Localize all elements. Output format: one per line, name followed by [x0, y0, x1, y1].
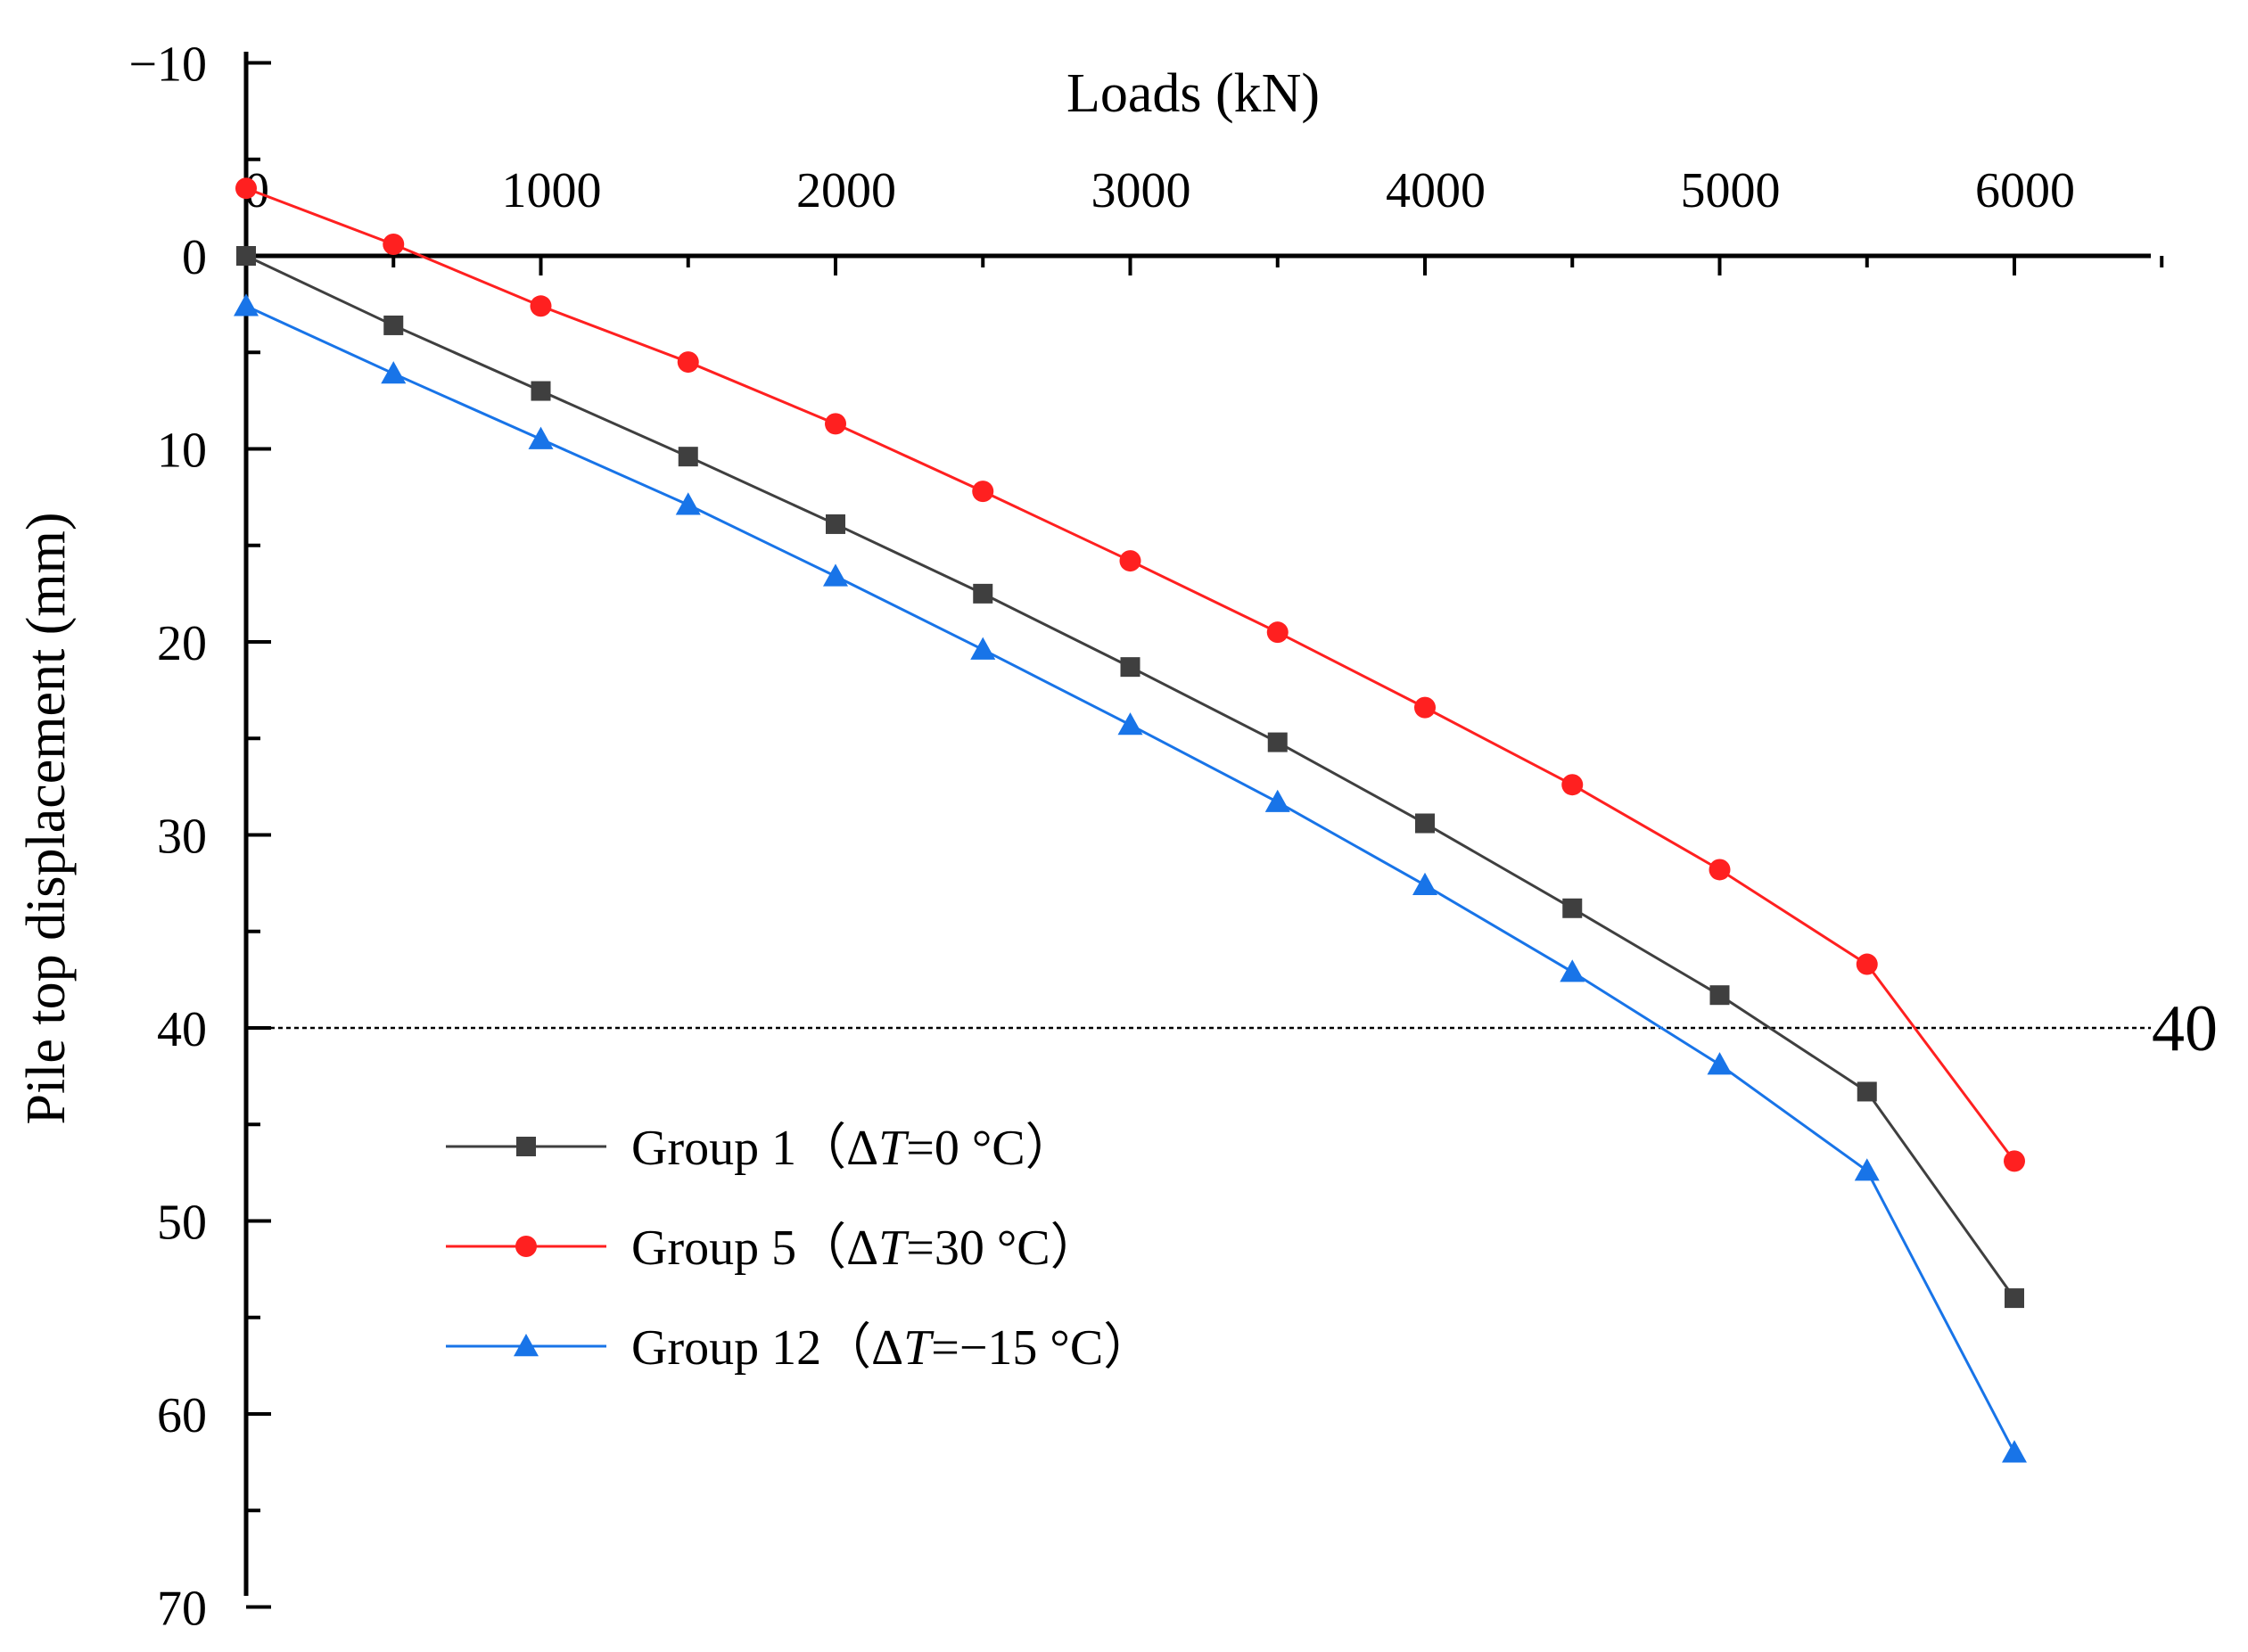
legend-label-prefix: Group 5（Δ: [631, 1221, 878, 1276]
marker-triangle: [234, 293, 259, 316]
marker-triangle: [1560, 959, 1585, 982]
legend-item: Group 5（ΔT=30 °C）: [446, 1221, 1100, 1276]
marker-circle: [1856, 953, 1878, 975]
marker-circle: [2004, 1150, 2025, 1172]
marker-circle: [383, 234, 405, 256]
x-ticks: 0 1000 2000 3000 4000 5000 6000: [244, 163, 2164, 275]
marker-circle: [530, 295, 552, 317]
y-ticks: −10 0 10 20 30 40 50 60 70: [128, 37, 271, 1637]
marker-triangle: [1264, 789, 1290, 812]
marker-square: [383, 315, 404, 335]
marker-triangle: [675, 492, 701, 515]
marker-triangle: [970, 637, 996, 660]
marker-circle: [1709, 859, 1731, 881]
marker-triangle: [1117, 712, 1143, 736]
marker-triangle: [1412, 872, 1437, 895]
marker-circle: [1266, 621, 1289, 644]
y-tick-label: 60: [157, 1388, 207, 1443]
x-axis-title: Loads (kN): [1066, 63, 1320, 124]
marker-circle: [235, 177, 257, 200]
series-group-12: [234, 293, 2027, 1463]
x-tick-label: 6000: [1975, 163, 2075, 218]
x-tick-label: 3000: [1091, 163, 1191, 218]
marker-square: [236, 246, 256, 266]
marker-triangle: [2002, 1440, 2027, 1463]
marker-circle: [1119, 550, 1141, 572]
legend-label-variable: T: [903, 1320, 935, 1376]
marker-triangle: [1707, 1052, 1733, 1075]
y-tick-label: −10: [128, 37, 207, 93]
marker-square: [1120, 657, 1140, 678]
marker-square: [826, 514, 845, 534]
reference-line-label: 40: [2152, 992, 2218, 1065]
legend-label-variable: T: [878, 1121, 910, 1176]
marker-triangle: [823, 563, 848, 587]
series-layer: [234, 177, 2027, 1463]
series-group-5: [235, 177, 2025, 1172]
legend-label-variable: T: [878, 1221, 910, 1276]
series-group-1: [236, 246, 2024, 1309]
reference-line: 40: [246, 992, 2218, 1065]
legend: Group 1（ΔT=0 °C）Group 5（ΔT=30 °C）Group 1…: [446, 1121, 1153, 1376]
marker-circle: [515, 1236, 537, 1257]
marker-square: [1857, 1081, 1877, 1102]
x-tick-label: 2000: [796, 163, 896, 218]
marker-square: [2005, 1288, 2024, 1309]
marker-square: [516, 1137, 536, 1156]
legend-label: Group 12（ΔT=−15 °C）: [631, 1320, 1153, 1376]
marker-square: [678, 447, 698, 467]
marker-square: [973, 583, 993, 604]
y-tick-label: 10: [157, 423, 207, 479]
marker-circle: [972, 481, 994, 503]
y-tick-label: 30: [157, 810, 207, 865]
legend-item: Group 12（ΔT=−15 °C）: [446, 1320, 1153, 1376]
x-tick-label: 5000: [1681, 163, 1781, 218]
marker-square: [531, 381, 551, 401]
marker-circle: [1414, 696, 1436, 719]
legend-label-prefix: Group 12（Δ: [631, 1320, 903, 1376]
marker-triangle: [514, 1334, 539, 1357]
y-tick-label: 20: [157, 616, 207, 671]
y-tick-label: 40: [157, 1002, 207, 1057]
y-axis-title: Pile top displacement (mm): [16, 512, 77, 1124]
legend-label-prefix: Group 1（Δ: [631, 1121, 878, 1176]
legend-label-suffix: =0 °C）: [906, 1121, 1075, 1176]
marker-square: [1267, 732, 1288, 752]
y-tick-label: 50: [157, 1196, 207, 1251]
marker-square: [1415, 813, 1435, 834]
x-tick-label: 4000: [1386, 163, 1486, 218]
marker-triangle: [528, 426, 554, 449]
marker-circle: [677, 351, 699, 374]
marker-circle: [1561, 774, 1584, 796]
marker-triangle: [381, 361, 407, 384]
x-tick-label: 1000: [502, 163, 602, 218]
marker-square: [1562, 898, 1583, 918]
legend-label-suffix: =−15 °C）: [931, 1320, 1153, 1376]
marker-triangle: [1854, 1158, 1880, 1181]
y-tick-label: 0: [182, 230, 207, 285]
legend-label: Group 5（ΔT=30 °C）: [631, 1221, 1100, 1276]
legend-label: Group 1（ΔT=0 °C）: [631, 1121, 1075, 1176]
legend-label-suffix: =30 °C）: [906, 1221, 1099, 1276]
legend-item: Group 1（ΔT=0 °C）: [446, 1121, 1075, 1176]
marker-square: [1709, 985, 1730, 1006]
marker-circle: [825, 413, 846, 435]
y-tick-label: 70: [157, 1582, 207, 1637]
